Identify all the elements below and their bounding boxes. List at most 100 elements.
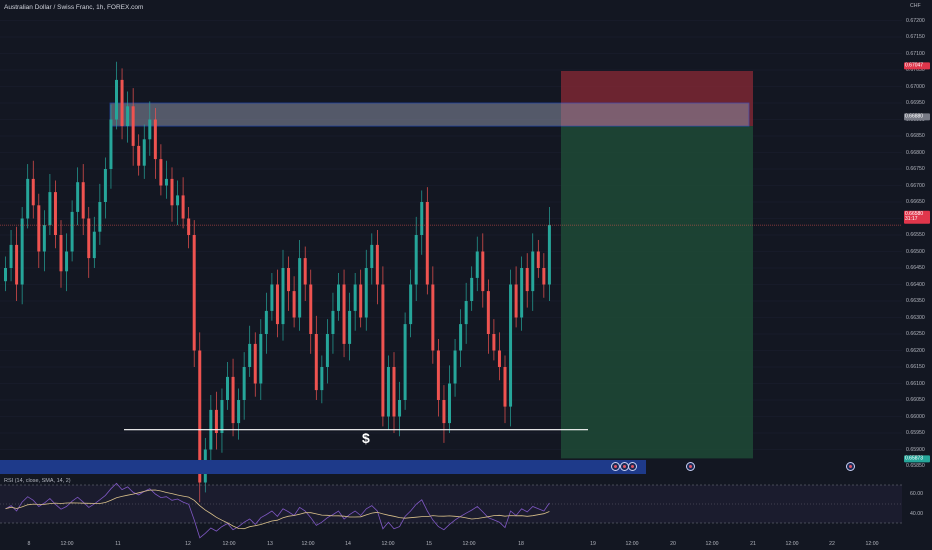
candle-body <box>9 244 13 268</box>
candle-body <box>442 400 446 424</box>
candle-body <box>292 291 296 318</box>
price-axis-label: 0.67000 <box>906 83 925 90</box>
entry-price-tag: 0.66880 <box>904 113 930 121</box>
price-axis-label: 0.66850 <box>906 133 925 139</box>
candle-body <box>142 139 146 166</box>
price-axis-label: 0.66100 <box>906 380 925 387</box>
rsi-title[interactable]: RSI (14, close, SMA, 14, 2) <box>4 478 71 484</box>
price-axis-label: 0.66000 <box>906 413 925 420</box>
au-flag-icon[interactable] <box>686 462 695 471</box>
price-axis-label: 0.66200 <box>906 347 925 354</box>
candle-body <box>475 251 479 278</box>
time-axis-label: 18 <box>518 541 524 547</box>
candle-body <box>42 225 46 252</box>
candle-body <box>53 192 57 235</box>
candle-body <box>348 310 352 344</box>
candle-body <box>270 284 274 311</box>
candle-body <box>198 350 202 483</box>
candle-body <box>331 310 335 334</box>
currency-label: CHF <box>910 3 921 9</box>
time-axis-label: 22 <box>829 541 835 547</box>
candle-body <box>15 244 19 285</box>
candle-body <box>431 284 435 351</box>
time-axis-label: 11 <box>115 541 121 547</box>
candle-body <box>92 231 96 259</box>
candle-body <box>81 182 85 219</box>
time-axis-label: 8 <box>27 541 31 547</box>
supply-zone <box>109 102 750 127</box>
time-axis-label: 12:00 <box>625 541 639 547</box>
time-axis-label: 15 <box>426 541 432 547</box>
candle-body <box>509 284 513 407</box>
candle-body <box>192 235 196 351</box>
rsi-axis-label-60: 60.00 <box>910 491 923 497</box>
candle-body <box>359 284 363 318</box>
candle-body <box>26 178 30 219</box>
candle-body <box>109 119 113 169</box>
candle-body <box>220 400 224 433</box>
candle-body <box>137 145 141 166</box>
candle-body <box>414 235 418 285</box>
candle-body <box>481 251 485 292</box>
time-axis-label: 12:00 <box>705 541 719 547</box>
candle-body <box>514 284 518 318</box>
price-axis-label: 0.66800 <box>906 149 925 156</box>
time-axis-label: 14 <box>345 541 351 547</box>
candle-body <box>131 106 135 146</box>
candle-body <box>275 284 279 325</box>
liquidity-annotation[interactable]: $ <box>362 430 370 446</box>
price-axis-label: 0.66500 <box>906 248 925 255</box>
candle-body <box>298 258 302 318</box>
candle-body <box>314 334 318 391</box>
candle-body <box>70 211 74 252</box>
candle-body <box>98 202 102 232</box>
candle-body <box>486 291 490 334</box>
candle-body <box>4 268 7 282</box>
position-zones <box>109 70 753 459</box>
candle-body <box>398 400 402 417</box>
time-axis-label: 12:00 <box>60 541 74 547</box>
price-axis-label: 0.65900 <box>906 446 925 453</box>
price-axis-label: 0.65850 <box>906 463 925 469</box>
candle-body <box>264 310 268 334</box>
candle-body <box>31 178 35 206</box>
candle-body <box>103 169 107 202</box>
candle-body <box>59 235 63 272</box>
price-axis-label: 0.66950 <box>906 100 925 106</box>
candle-body <box>342 284 346 344</box>
candle-body <box>520 268 524 318</box>
candle-body <box>420 202 424 235</box>
candle-body <box>436 350 440 400</box>
candle-body <box>126 106 130 127</box>
symbol-title[interactable]: Australian Dollar / Swiss Franc, 1h, FOR… <box>4 4 144 11</box>
time-axis-label: 12:00 <box>381 541 395 547</box>
ch-flag-icon[interactable] <box>628 462 637 471</box>
rsi-sma-line <box>5 489 550 530</box>
candle-body <box>242 367 246 400</box>
candle-body <box>448 383 451 424</box>
rsi-line <box>5 482 550 539</box>
time-axis-label: 12:00 <box>462 541 476 547</box>
candle-body <box>37 205 41 252</box>
time-axis-label: 21 <box>750 541 756 547</box>
candle-body <box>159 159 163 186</box>
candle-body <box>381 284 385 417</box>
candle-body <box>386 367 390 417</box>
candle-body <box>325 334 329 367</box>
au-flag-icon[interactable] <box>846 462 855 471</box>
price-axis-label: 0.67150 <box>906 34 925 40</box>
candle-body <box>115 79 118 120</box>
time-axis-label: 12:00 <box>222 541 236 547</box>
time-axis-label: 12:00 <box>785 541 799 547</box>
candle-body <box>87 218 91 259</box>
price-axis-label: 0.66700 <box>906 182 925 189</box>
price-axis-label: 0.66350 <box>906 298 925 304</box>
price-axis-label: 0.66650 <box>906 199 925 205</box>
time-axis-label: 13 <box>267 541 273 547</box>
candle-body <box>403 324 407 400</box>
au-flag-icon[interactable] <box>611 462 620 471</box>
time-axis-label: 20 <box>670 541 676 547</box>
price-axis-label: 0.65950 <box>906 430 925 436</box>
